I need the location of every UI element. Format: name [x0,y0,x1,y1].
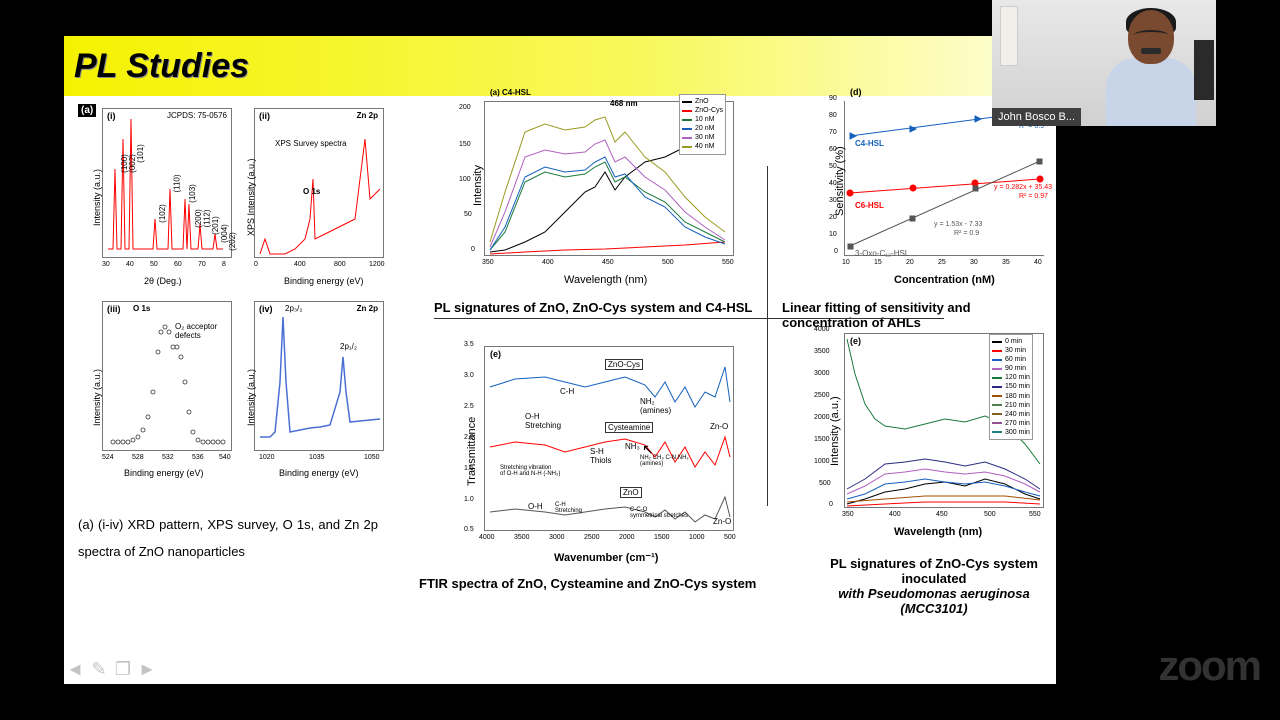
o1s-xlabel: Binding energy (eV) [124,468,204,478]
next-slide-button[interactable]: ► [136,658,158,680]
time-legend: 0 min 30 min 60 min 90 min 120 min 150 m… [989,334,1033,440]
slide-nav-controls: ◄ ✎ ❐ ► [64,658,158,680]
xps-sub: (ii) [259,111,270,121]
clipboard-button[interactable]: ❐ [112,658,134,680]
c4-caption: PL signatures of ZnO, ZnO-Cys system and… [434,300,752,315]
v-divider [767,166,768,506]
xps-xlabel: Binding energy (eV) [284,276,364,286]
xrd-ylabel: Intensity (a.u.) [92,169,102,226]
time-xlabel: Wavelength (nm) [894,526,982,538]
o1s-sub: (iii) [107,304,121,314]
xps-o1s: O 1s [303,187,320,196]
xrd-xlabel: 2θ (Deg.) [144,276,182,286]
o1s-anno: O₂ acceptor defects [175,322,230,340]
chart-zn2p: (iv) 2p₃/₂ Zn 2p 2p₁/₂ [254,301,384,451]
c4-ylabel: Intensity [472,165,484,206]
chart-o1s: (iii) O 1s O₂ acceptor defects [102,301,232,451]
xps-ylabel: XPS Intensity (a.u.) [246,158,256,236]
presentation-stage: PL Studies (a) (i) JCPDS: 75-0576 (100) … [64,0,1216,720]
c4-label: (a) C4-HSL [490,88,531,97]
panel-a-caption: (a) (i-iv) XRD pattern, XPS survey, O 1s… [78,511,378,566]
o1s-peak: O 1s [133,304,150,313]
time-label: (e) [850,336,861,346]
e-xlabel: Wavenumber (cm⁻¹) [554,551,658,564]
d-label: (d) [850,87,862,97]
prev-slide-button[interactable]: ◄ [64,658,86,680]
time-ylabel: Intensity (a.u.) [829,396,841,466]
zn2p-peak: Zn 2p [357,304,378,313]
slide-title-bar: PL Studies [64,36,1056,96]
zn2p-sub: (iv) [259,304,273,314]
e-label: (e) [490,349,501,359]
time-caption: PL signatures of ZnO-Cys system inoculat… [814,556,1054,616]
e-ylabel: Transmittance [466,417,478,486]
presenter-name: John Bosco B... [992,108,1081,126]
slide: PL Studies (a) (i) JCPDS: 75-0576 (100) … [64,36,1056,684]
chart-xrd: (i) JCPDS: 75-0576 (100) (002) (101) (10… [102,108,232,258]
mouse-cursor: ↖ [642,441,654,458]
chart-xps-survey: (ii) Zn 2p XPS Survey spectra O 1s [254,108,384,258]
c4-legend: ZnO ZnO-Cys 10 nM 20 nM 30 nM 40 nM [679,94,726,155]
h-divider [434,318,944,319]
e-caption: FTIR spectra of ZnO, Cysteamine and ZnO-… [419,576,756,591]
chart-ftir: (e) ZnO-Cys Cysteamine ZnO C-H O-HStretc… [484,346,734,531]
o1s-ylabel: Intensity (a.u.) [92,369,102,426]
panel-a-label: (a) [78,104,96,117]
c4-xlabel: Wavelength (nm) [564,274,647,286]
xps-title: XPS Survey spectra [275,139,347,148]
c4-468: 468 nm [610,99,638,108]
xps-zn2p: Zn 2p [357,111,378,120]
zn2p-p12: 2p₁/₂ [340,342,357,351]
zn2p-xlabel: Binding energy (eV) [279,468,359,478]
d-xlabel: Concentration (nM) [894,274,995,286]
presenter-webcam[interactable]: John Bosco B... [992,0,1216,126]
xrd-jcpds: JCPDS: 75-0576 [167,111,227,120]
zn2p-ylabel: Intensity (a.u.) [246,369,256,426]
slide-title: PL Studies [74,47,249,86]
annotate-button[interactable]: ✎ [88,658,110,680]
zn2p-p32: 2p₃/₂ [285,304,302,313]
xrd-sub: (i) [107,111,116,121]
zoom-watermark: zoom [1158,642,1260,690]
slide-content: (a) (i) JCPDS: 75-0576 (100) (002) (101)… [64,96,1056,684]
